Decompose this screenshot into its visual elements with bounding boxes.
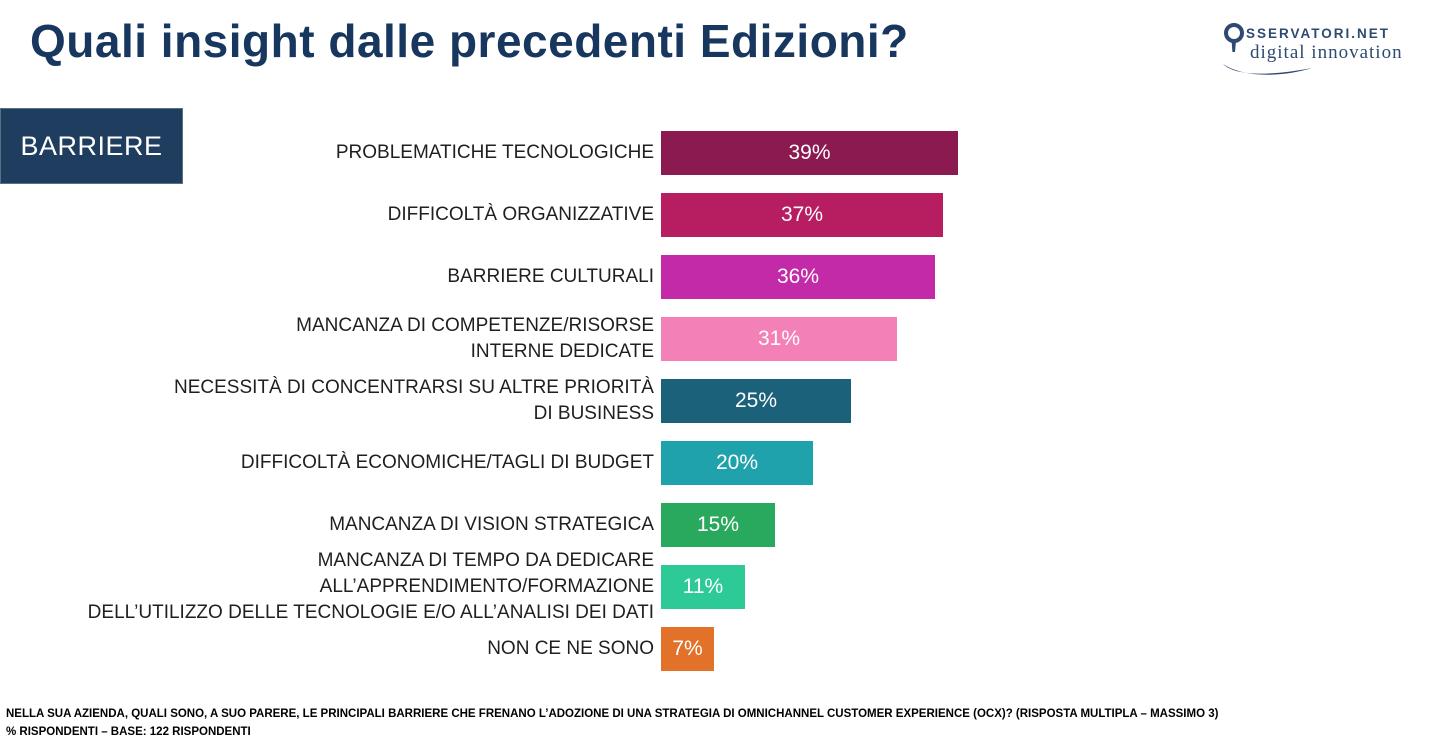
bar-value-label: 36% — [776, 265, 820, 288]
bar-category-label: BARRIERE CULTURALI — [447, 266, 654, 287]
footer-question: NELLA SUA AZIENDA, QUALI SONO, A SUO PAR… — [6, 708, 1219, 720]
osservatori-logo: SSERVATORI.NET digital innovation — [1220, 16, 1426, 86]
bar-value-label: 7% — [672, 637, 703, 660]
logo-wordmark: SSERVATORI.NET — [1246, 26, 1390, 41]
bar-category-label: MANCANZA DI TEMPO DA DEDICARE ALL’APPREN… — [87, 550, 654, 623]
chart-row: MANCANZA DI COMPETENZE/RISORSE INTERNE D… — [0, 308, 1434, 370]
logo-swoosh — [1223, 64, 1312, 75]
footer: NELLA SUA AZIENDA, QUALI SONO, A SUO PAR… — [6, 708, 1430, 738]
category-box-label: BARRIERE — [20, 130, 163, 161]
category-box: BARRIERE — [0, 108, 183, 184]
bar-category-label: PROBLEMATICHE TECNOLOGICHE — [335, 142, 654, 163]
bar: 25% — [661, 379, 851, 423]
footer-base-note: % RISPONDENTI – BASE: 122 RISPONDENTI — [6, 726, 251, 738]
bar-category-label: MANCANZA DI VISION STRATEGICA — [329, 514, 654, 535]
bar-value-label: 31% — [757, 327, 801, 350]
magnifier-o-icon — [1224, 23, 1244, 52]
bar-category-label: NECESSITÀ DI CONCENTRARSI SU ALTRE PRIOR… — [173, 377, 654, 424]
bar: 7% — [661, 627, 714, 671]
bar-category-label: MANCANZA DI COMPETENZE/RISORSE INTERNE D… — [296, 315, 654, 362]
chart-row: MANCANZA DI VISION STRATEGICA 15% — [0, 494, 1434, 556]
chart-row: MANCANZA DI TEMPO DA DEDICARE ALL’APPREN… — [0, 550, 1434, 623]
bar-category-label: NON CE NE SONO — [487, 638, 654, 659]
bar-category-label: DIFFICOLTÀ ORGANIZZATIVE — [387, 204, 654, 225]
bar-value-label: 25% — [734, 389, 778, 412]
chart-row: DIFFICOLTÀ ORGANIZZATIVE 37% — [0, 184, 1434, 246]
bar-category-label: DIFFICOLTÀ ECONOMICHE/TAGLI DI BUDGET — [240, 452, 654, 473]
bar: 11% — [661, 565, 745, 609]
logo-subtitle: digital innovation — [1250, 42, 1403, 63]
bar: 31% — [661, 317, 897, 361]
bar: 39% — [661, 131, 958, 175]
bar-chart: PROBLEMATICHE TECNOLOGICHE 39% DIFFICOLTÀ … — [0, 122, 1434, 680]
chart-row: PROBLEMATICHE TECNOLOGICHE 39% — [0, 122, 1434, 184]
chart-row: NECESSITÀ DI CONCENTRARSI SU ALTRE PRIOR… — [0, 370, 1434, 432]
chart-row: BARRIERE CULTURALI 36% — [0, 246, 1434, 308]
chart-row: NON CE NE SONO 7% — [0, 618, 1434, 680]
bar: 20% — [661, 441, 813, 485]
bar-value-label: 37% — [780, 203, 824, 226]
osservatori-logo-graphic: SSERVATORI.NET digital innovation — [1223, 23, 1403, 75]
bar-value-label: 15% — [696, 513, 740, 536]
bar: 36% — [661, 255, 935, 299]
bar-value-label: 11% — [682, 575, 724, 598]
bar-value-label: 39% — [788, 141, 831, 164]
bar: 37% — [661, 193, 943, 237]
bar-value-label: 20% — [715, 451, 759, 474]
chart-row: DIFFICOLTÀ ECONOMICHE/TAGLI DI BUDGET 20% — [0, 432, 1434, 494]
page-title: Quali insight dalle precedenti Edizioni? — [30, 15, 909, 67]
bar: 15% — [661, 503, 775, 547]
